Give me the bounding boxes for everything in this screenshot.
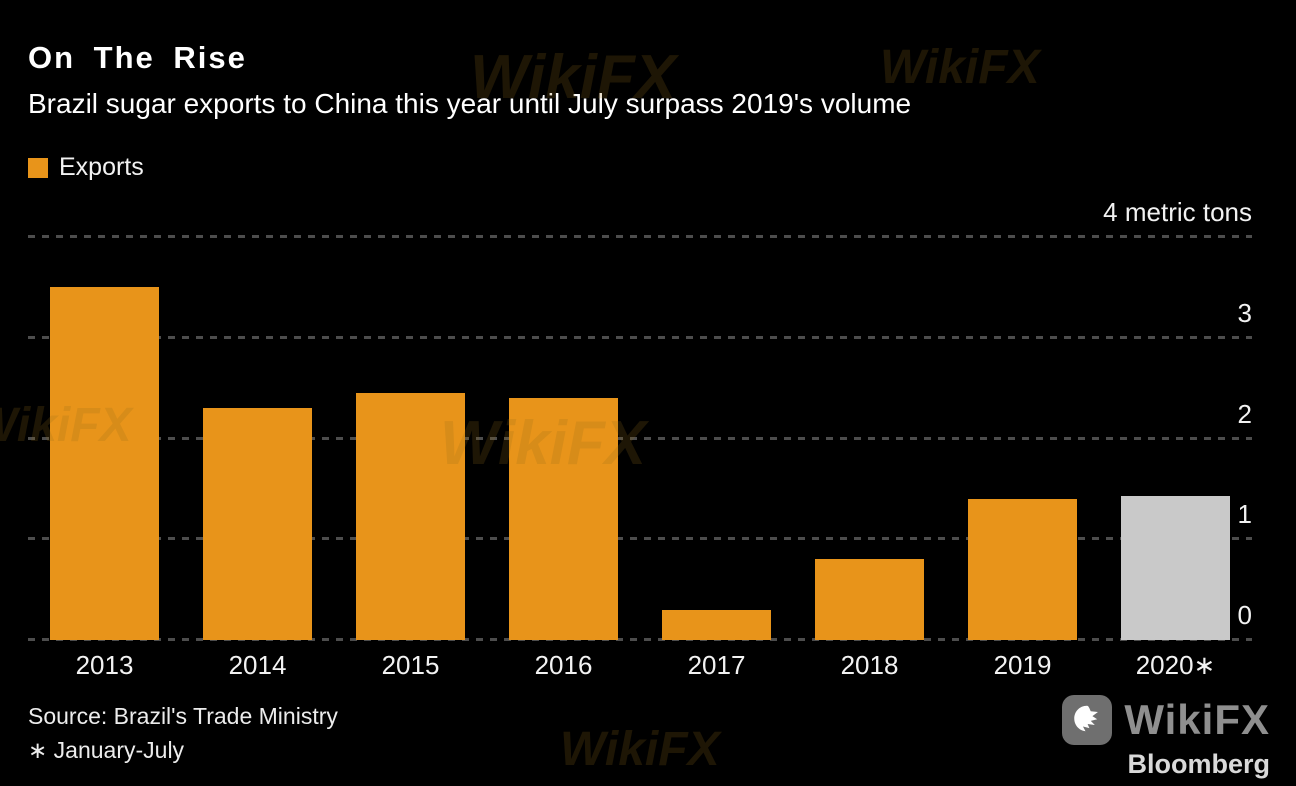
x-tick-label: 2016 [534, 650, 593, 680]
wikifx-brand: WikiFX [1062, 695, 1270, 745]
bar-slot [1099, 237, 1252, 640]
branding: WikiFX Bloomberg [1062, 695, 1270, 780]
y-tick-label: 3 [1237, 297, 1252, 328]
x-tick-label: 2018 [840, 650, 899, 680]
gridline [28, 638, 1252, 641]
x-tick-label: 2015 [381, 650, 440, 680]
legend-swatch-exports [28, 157, 48, 178]
wikifx-eagle-icon [1062, 695, 1113, 745]
bar-2014 [203, 408, 312, 640]
chart-subtitle: Brazil sugar exports to China this year … [28, 88, 912, 119]
x-tick-label: 2020∗ [1135, 650, 1216, 680]
gridline [28, 537, 1252, 541]
gridline [28, 436, 1252, 440]
x-tick-label: 2013 [75, 650, 134, 680]
footnote-text: ∗ January-July [28, 737, 185, 763]
y-tick-label: 0 [1237, 600, 1252, 630]
bar-2020 [1121, 495, 1230, 640]
source-text: Source: Brazil's Trade Ministry [28, 703, 338, 729]
legend: Exports [28, 153, 144, 182]
bar-slot [334, 237, 487, 640]
bar-slot [487, 237, 640, 640]
bar-slot [640, 237, 793, 640]
bar-2019 [968, 498, 1077, 640]
chart-title: On The Rise [28, 40, 247, 75]
gridline [28, 235, 1252, 238]
footer: Source: Brazil's Trade Ministry ∗ Januar… [28, 703, 338, 764]
x-tick-label: 2019 [993, 650, 1052, 680]
wikifx-label: WikiFX [1124, 696, 1270, 743]
bar-slot [28, 237, 181, 640]
x-tick-label: 2017 [687, 650, 746, 680]
bloomberg-label: Bloomberg [1127, 749, 1270, 779]
bar-slot [181, 237, 334, 640]
watermark: WikiFX [560, 723, 720, 776]
legend-label: Exports [59, 153, 144, 181]
gridline [28, 335, 1252, 339]
bar-slot [793, 237, 946, 640]
y-tick-label: 4 metric tons [1103, 197, 1252, 227]
plot-area: 4 metric tons 3 2 1 0 [28, 197, 1252, 641]
watermark: WikiFX [880, 41, 1040, 94]
bars-row [28, 237, 1252, 640]
bar-slot [946, 237, 1099, 640]
x-axis: 2013 2014 2015 2016 2017 2018 2019 2020∗ [28, 650, 1252, 686]
x-tick-label: 2014 [228, 650, 287, 680]
bar-2016 [509, 398, 618, 640]
bar-2017 [662, 609, 771, 640]
bar-2013 [50, 287, 159, 640]
bar-2015 [356, 393, 465, 640]
y-tick-label: 2 [1237, 398, 1252, 429]
y-tick-label: 1 [1237, 499, 1252, 530]
bar-2018 [815, 559, 924, 640]
